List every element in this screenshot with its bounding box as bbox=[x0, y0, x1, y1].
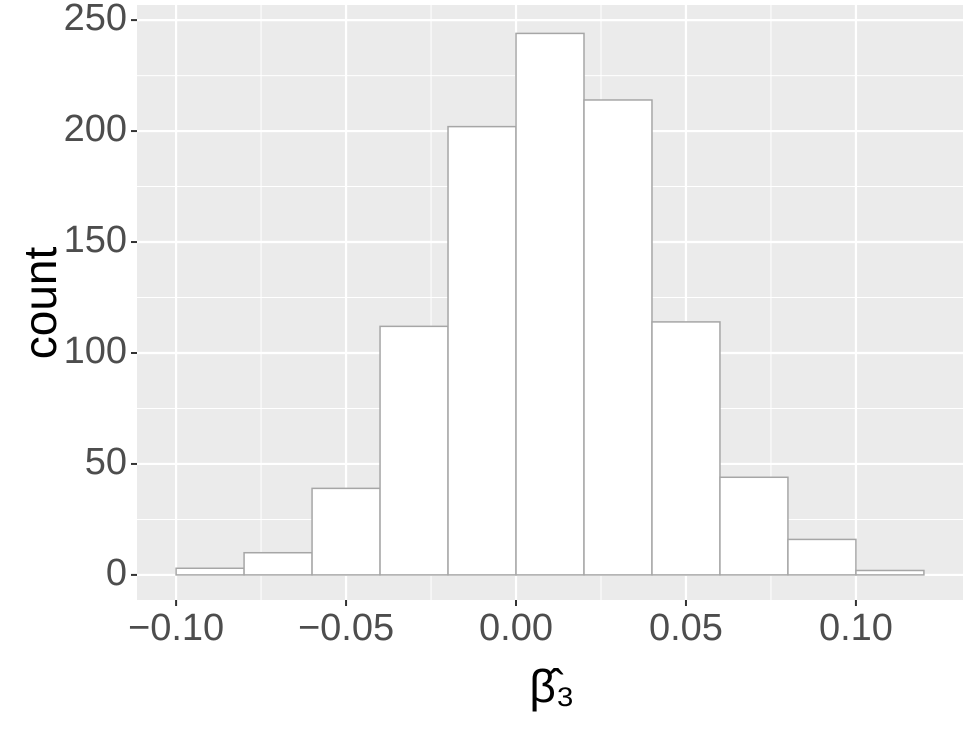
x-tick-label: −0.10 bbox=[128, 607, 224, 649]
y-tick-label: 200 bbox=[64, 108, 127, 150]
bar bbox=[515, 32, 585, 576]
axes: 0 50 100 150 200 250 −0.10 −0.05 0.00 0.05 0.10 bbox=[64, 0, 893, 649]
bar bbox=[447, 125, 517, 576]
bar bbox=[719, 476, 789, 576]
bar bbox=[311, 487, 381, 576]
y-tick-label: 0 bbox=[106, 552, 127, 594]
bar bbox=[175, 567, 245, 576]
bar bbox=[243, 551, 313, 576]
bar bbox=[379, 325, 449, 576]
bar bbox=[855, 569, 925, 576]
bar bbox=[787, 538, 857, 576]
x-tick-label: 0.10 bbox=[819, 607, 893, 649]
x-tick-label: 0.00 bbox=[479, 607, 553, 649]
y-axis-label: count bbox=[14, 247, 66, 360]
y-tick-label: 50 bbox=[85, 441, 127, 483]
y-tick-label: 150 bbox=[64, 219, 127, 261]
x-axis-label: β̂₃ bbox=[529, 660, 574, 712]
x-tick-label: 0.05 bbox=[649, 607, 723, 649]
bars bbox=[175, 32, 925, 576]
x-tick-label: −0.05 bbox=[298, 607, 394, 649]
bar bbox=[583, 99, 653, 576]
y-tick-label: 250 bbox=[64, 0, 127, 39]
bar bbox=[651, 321, 721, 576]
y-tick-label: 100 bbox=[64, 330, 127, 372]
